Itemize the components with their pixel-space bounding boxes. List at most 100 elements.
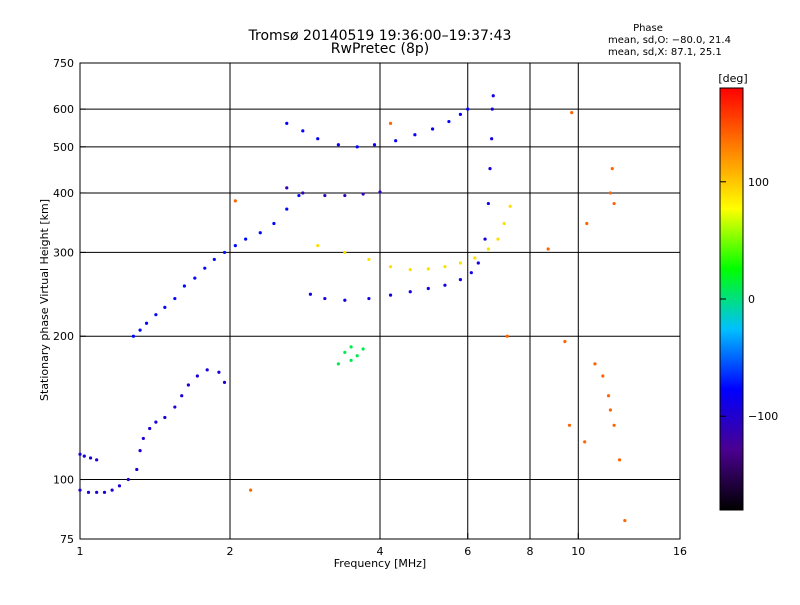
data-point	[488, 167, 492, 171]
data-point	[349, 358, 353, 362]
data-point	[154, 420, 158, 424]
data-point	[138, 328, 142, 332]
data-point	[323, 296, 327, 301]
data-point	[297, 193, 301, 198]
data-point	[473, 256, 477, 260]
data-point	[233, 244, 237, 248]
data-point	[163, 415, 167, 420]
series-group	[336, 345, 365, 366]
data-point	[570, 111, 574, 115]
y-tick-label: 750	[53, 57, 74, 70]
data-point	[249, 488, 253, 492]
data-point	[173, 296, 177, 301]
data-point	[117, 484, 122, 488]
data-point	[88, 456, 93, 460]
data-point	[82, 454, 86, 458]
data-point	[567, 423, 572, 427]
data-point	[138, 449, 142, 453]
data-point	[413, 133, 417, 137]
data-point	[490, 107, 494, 111]
y-tick-label: 500	[53, 141, 74, 154]
data-point	[508, 204, 512, 208]
data-point	[316, 244, 320, 248]
x-tick-label: 16	[673, 545, 687, 558]
data-point	[163, 305, 167, 309]
data-point	[593, 362, 597, 366]
data-point	[203, 266, 207, 270]
data-point	[336, 362, 340, 366]
data-point	[585, 221, 589, 226]
colorbar-tick-label: 0	[748, 293, 755, 306]
colorbar-tick-label: −100	[748, 410, 778, 423]
chart-title: Tromsø 20140519 19:36:00–19:37:43	[248, 28, 512, 44]
data-point	[458, 261, 463, 265]
data-point	[301, 129, 305, 133]
data-point	[308, 292, 313, 296]
data-point	[102, 490, 107, 494]
y-tick-label: 200	[53, 330, 74, 343]
x-axis-ticks: 1 2 4 6 8 10 16	[77, 533, 687, 558]
series-group	[285, 186, 382, 198]
chart-subtitle: RwPretec (8p)	[331, 41, 429, 57]
x-axis-label: Frequency [MHz]	[334, 557, 426, 570]
data-point	[141, 436, 145, 441]
data-point	[502, 221, 506, 226]
data-point	[126, 477, 130, 482]
data-point	[505, 334, 509, 338]
data-point	[222, 250, 227, 255]
y-axis-label: Stationary phase Virtual Height [km]	[38, 199, 51, 401]
data-point	[388, 265, 393, 269]
data-point	[173, 405, 177, 409]
data-point	[95, 490, 99, 494]
grid-lines	[80, 63, 680, 539]
plot-area: 1 2 4 6 8 10 16 75 100 200 300 400 500 600 750	[53, 57, 687, 558]
data-point	[443, 265, 447, 269]
data-point	[205, 368, 209, 372]
y-axis-ticks: 75 100 200 300 400 500 600 750	[53, 57, 86, 546]
data-point	[336, 143, 340, 147]
data-point	[469, 271, 473, 275]
data-point	[195, 374, 199, 378]
data-point	[233, 199, 237, 203]
data-point	[426, 267, 430, 271]
data-point	[612, 201, 616, 206]
x-tick-label: 6	[464, 545, 471, 558]
data-point	[367, 296, 371, 301]
data-point	[78, 488, 82, 492]
data-point	[388, 293, 393, 297]
data-point	[486, 247, 490, 251]
data-point	[349, 345, 353, 349]
data-point	[343, 250, 347, 255]
data-point	[86, 490, 91, 494]
data-point	[131, 334, 136, 338]
data-point	[148, 426, 152, 431]
data-point	[182, 284, 186, 288]
data-point	[388, 121, 393, 125]
data-point	[361, 347, 365, 351]
data-point	[343, 350, 347, 354]
colorbar-tick-label: 100	[748, 176, 769, 189]
data-point	[135, 467, 139, 472]
data-point	[408, 268, 412, 272]
x-tick-label: 2	[227, 545, 234, 558]
data-point	[608, 408, 613, 412]
series-group	[316, 204, 512, 272]
y-tick-label: 300	[53, 246, 74, 259]
data-point	[355, 145, 359, 149]
data-point	[601, 374, 605, 378]
data-point	[285, 186, 289, 190]
data-point	[361, 192, 365, 196]
data-point	[476, 261, 480, 265]
series-group	[233, 111, 627, 523]
data-point	[355, 354, 359, 358]
phase-heading: Phase	[633, 23, 663, 34]
data-point	[608, 191, 613, 195]
phase-o-line: mean, sd,O: −80.0, 21.4	[608, 35, 731, 46]
data-point	[486, 201, 490, 206]
data-point	[144, 321, 149, 325]
data-point	[583, 440, 587, 444]
data-point	[258, 231, 262, 235]
data-point	[563, 339, 567, 344]
y-tick-label: 75	[60, 533, 74, 546]
